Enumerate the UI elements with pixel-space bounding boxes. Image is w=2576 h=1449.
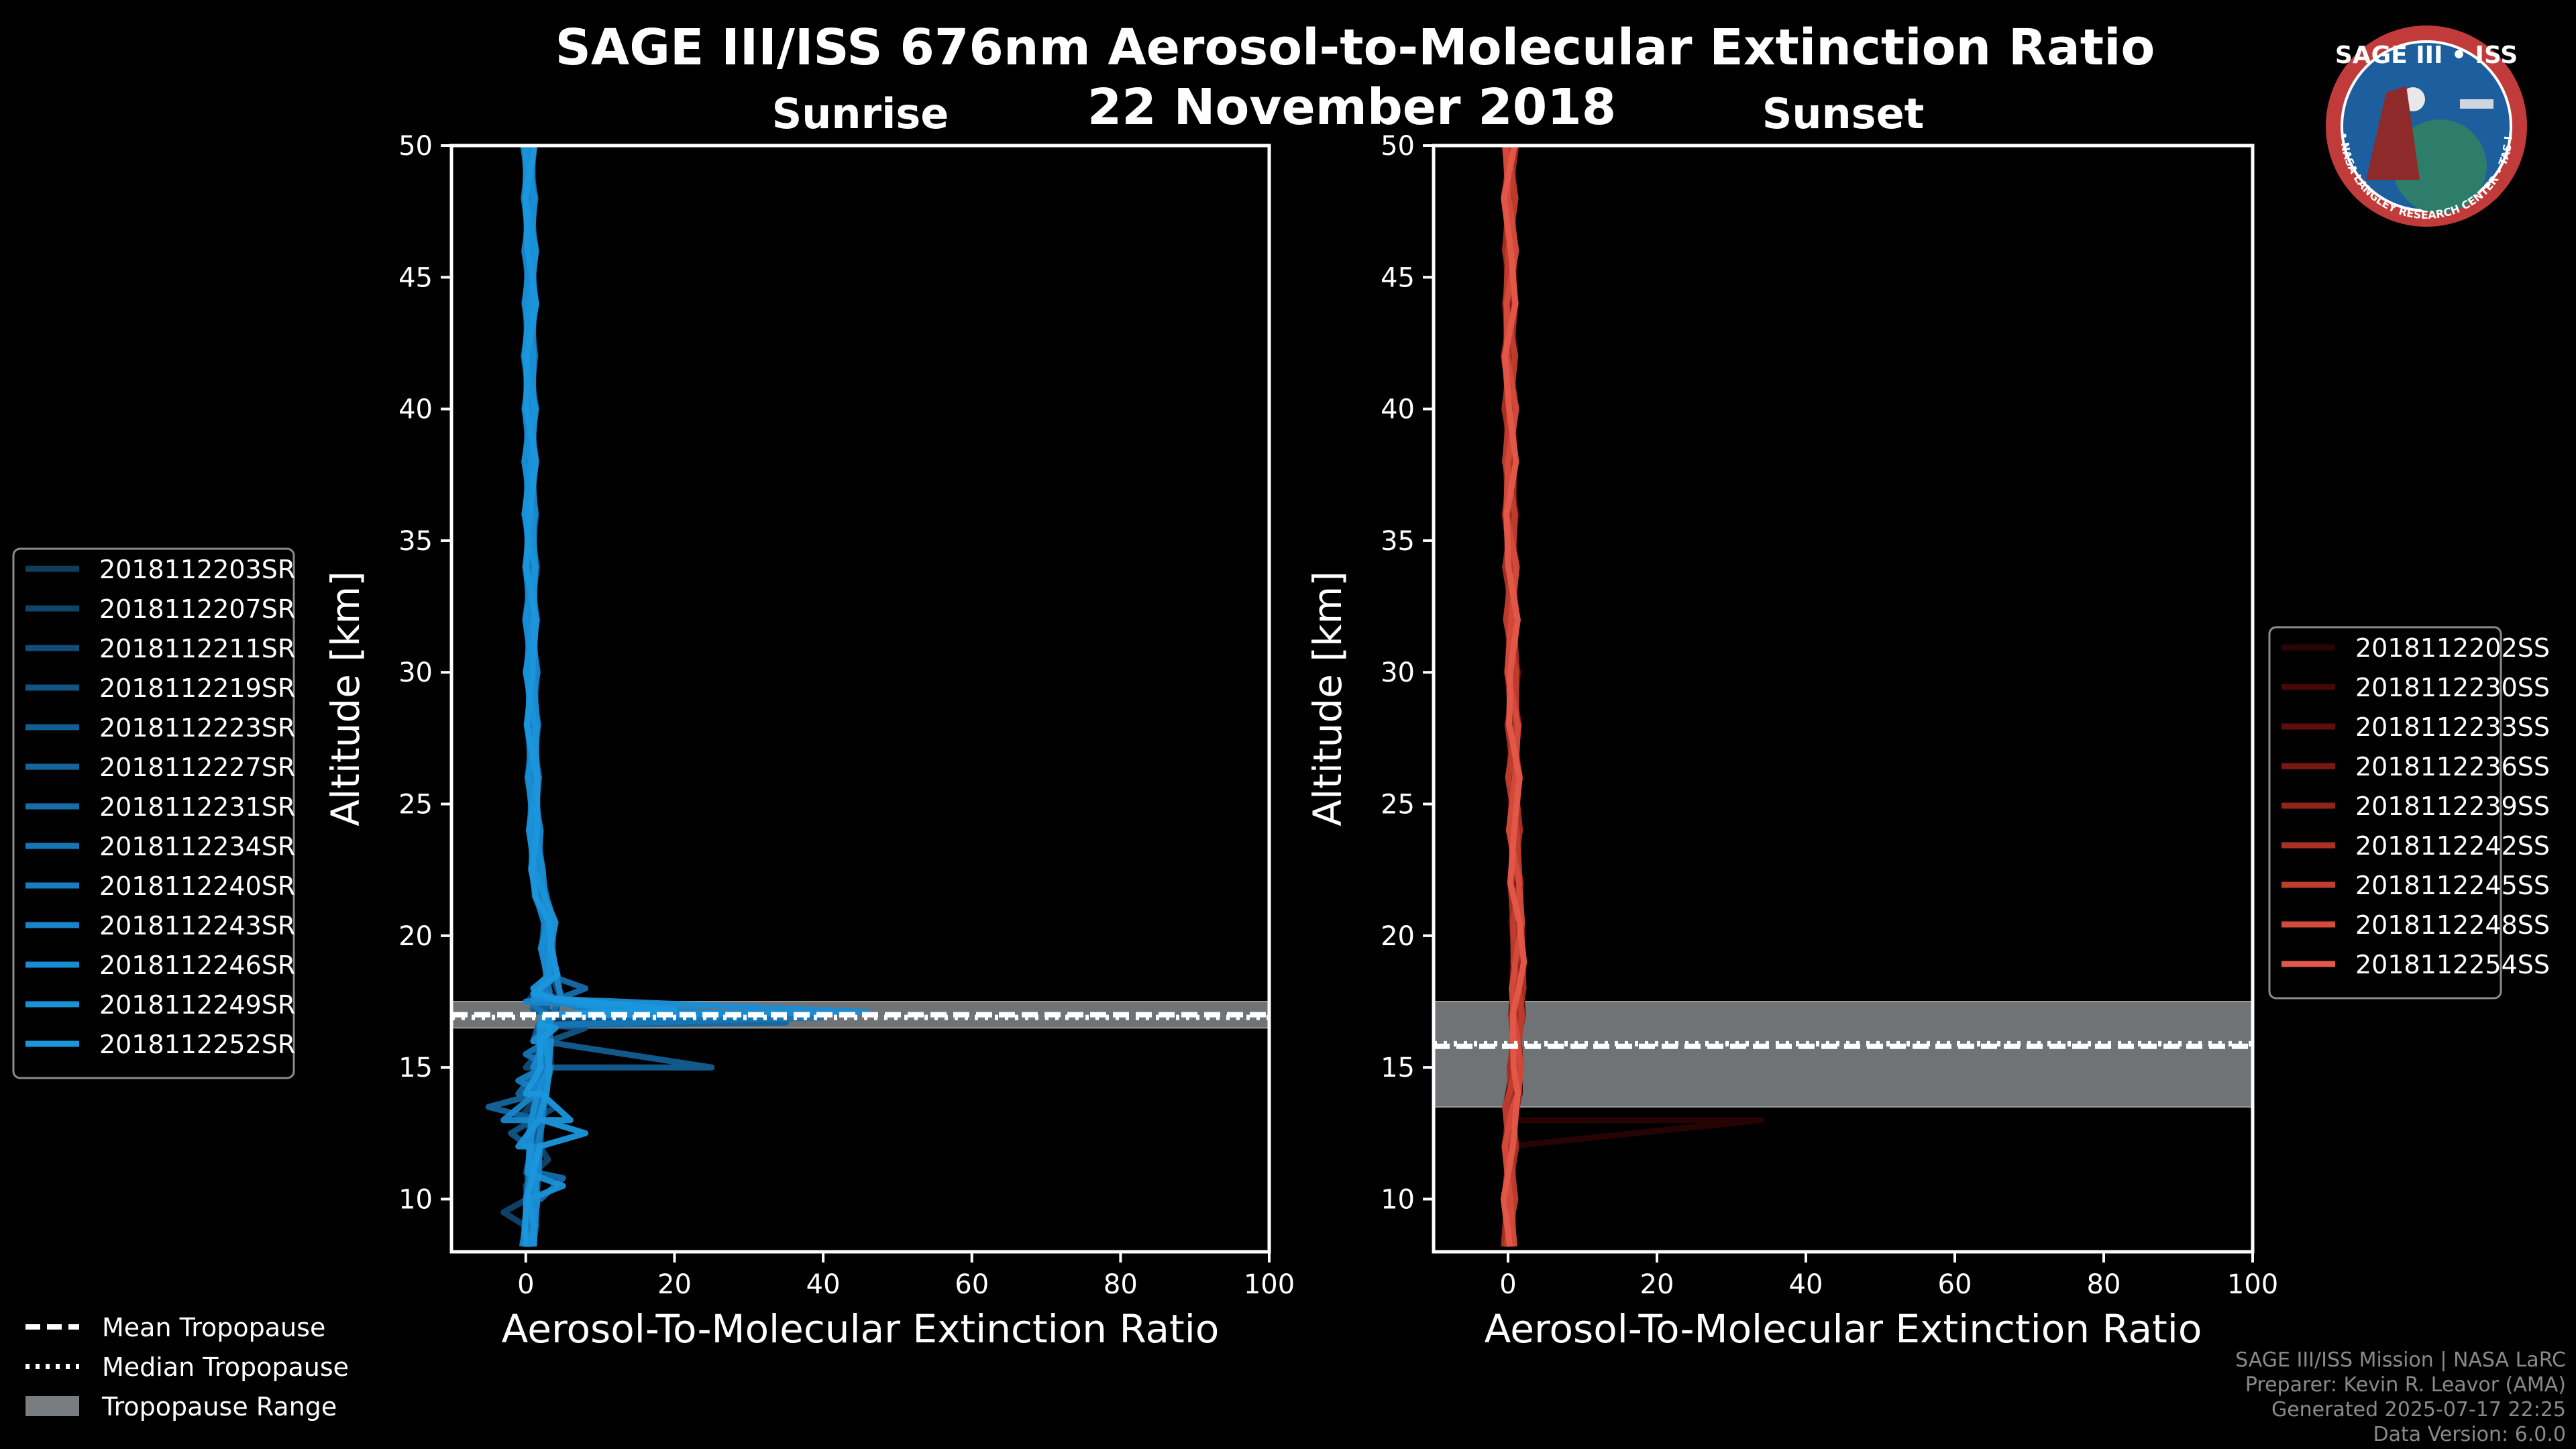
y-tick-label: 35 [1381, 526, 1415, 557]
sunrise-panel: 0 20 40 60 80 100 10 15 20 25 30 35 40 45 50 Sunrise Aer… [12, 89, 1295, 1352]
legend-entry: 2018112202SS [2355, 633, 2550, 663]
figure-title: SAGE III/ISS 676nm Aerosol-to-Molecular … [555, 19, 2155, 76]
y-tick-label: 15 [398, 1053, 433, 1083]
logo-title: SAGE III • ISS [2335, 42, 2518, 69]
y-tick-label: 45 [1381, 262, 1415, 293]
sunset-panel: 0 20 40 60 80 100 10 15 20 25 30 35 40 45 50 Sunset Aero… [1305, 89, 2550, 1352]
x-axis-label: Aerosol-To-Molecular Extinction Ratio [502, 1306, 1220, 1352]
series-legend: 2018112202SS 2018112230SS 2018112233SS 2018… [2268, 626, 2550, 1000]
y-tick-label: 15 [1381, 1053, 1415, 1083]
legend-box [12, 547, 295, 1079]
legend-entry: 2018112227SR [99, 753, 295, 782]
legend-entry: 2018112246SR [99, 951, 295, 980]
credit-generated: Generated 2025-07-17 22:25 [2271, 1398, 2566, 1421]
legend-entry: 2018112207SR [99, 594, 295, 624]
y-tick-label: 20 [1381, 921, 1415, 952]
y-tick-label: 25 [1381, 790, 1415, 820]
series-line-2018112245SS [1502, 145, 1525, 1247]
legend-entry: 2018112234SR [99, 832, 295, 861]
plot-frame [449, 144, 1271, 1254]
y-axis-label: Altitude [km] [323, 571, 368, 826]
legend-entry: 2018112231SR [99, 792, 295, 822]
y-tick-label: 50 [1381, 131, 1415, 162]
credit-version: Data Version: 6.0.0 [2373, 1423, 2566, 1446]
legend-entry: 2018112203SR [99, 555, 295, 584]
x-tick-label: 40 [1789, 1269, 1823, 1300]
credits: SAGE III/ISS Mission | NASA LaRC Prepare… [2235, 1348, 2566, 1446]
y-tick-label: 40 [398, 394, 433, 425]
legend-entry: 2018112249SR [99, 990, 295, 1020]
x-tick-label: 60 [1938, 1269, 1972, 1300]
panel-title: Sunrise [772, 89, 949, 138]
series-line-2018112246SR [521, 145, 871, 1248]
series-line-2018112254SS [1500, 145, 1527, 1247]
series-line-2018112223SR [521, 145, 715, 1247]
y-tick-label: 30 [1381, 657, 1415, 688]
x-axis-label: Aerosol-To-Molecular Extinction Ratio [1485, 1306, 2202, 1352]
y-tick-label: 35 [398, 526, 433, 557]
legend-entry: 2018112219SR [99, 674, 295, 703]
credit-preparer: Preparer: Kevin R. Leavor (AMA) [2245, 1373, 2566, 1397]
legend-entry: 2018112252SR [99, 1030, 295, 1059]
plot-frame [1432, 144, 2255, 1254]
legend-box [2268, 626, 2502, 1000]
series-line-2018112252SR [522, 145, 678, 1247]
legend-entry: 2018112239SS [2355, 792, 2550, 821]
panel-title: Sunset [1762, 89, 1925, 138]
legend-entry: 2018112211SR [99, 634, 295, 663]
y-tick-label: 20 [398, 921, 433, 952]
tropopause-legend: Mean Tropopause Median Tropopause Tropop… [25, 1313, 349, 1421]
legend-entry: 2018112223SR [99, 713, 295, 743]
credit-mission: SAGE III/ISS Mission | NASA LaRC [2235, 1348, 2566, 1372]
legend-entry: 2018112240SR [99, 871, 295, 901]
legend-entry: 2018112230SS [2355, 673, 2550, 702]
x-tick-label: 60 [955, 1269, 989, 1300]
x-tick-label: 20 [1640, 1269, 1674, 1300]
tropopause-range-label: Tropopause Range [101, 1392, 337, 1421]
logo-earth [2393, 119, 2487, 213]
y-axis-label: Altitude [km] [1305, 571, 1350, 826]
figure-date: 22 November 2018 [1087, 78, 1616, 136]
legend-entry: 2018112245SS [2355, 871, 2550, 900]
y-tick-label: 40 [1381, 394, 1415, 425]
x-tick-label: 80 [2087, 1269, 2121, 1300]
legend-entry: 2018112243SR [99, 911, 295, 941]
mean-tropopause-label: Mean Tropopause [102, 1313, 325, 1342]
legend-entry: 2018112254SS [2355, 950, 2550, 979]
logo-station [2460, 99, 2493, 109]
legend-entry: 2018112233SS [2355, 712, 2550, 742]
median-tropopause-label: Median Tropopause [102, 1352, 349, 1382]
tropopause-range-band [1433, 1001, 2253, 1108]
legend-entry: 2018112248SS [2355, 910, 2550, 940]
y-tick-label: 10 [398, 1184, 433, 1215]
x-tick-label: 100 [2227, 1269, 2278, 1300]
y-tick-label: 50 [398, 131, 433, 162]
series-line-2018112234SR [521, 145, 826, 1247]
x-tick-label: 0 [1499, 1269, 1516, 1300]
x-tick-label: 100 [1244, 1269, 1295, 1300]
legend-entry: 2018112242SS [2355, 831, 2550, 861]
legend-entry: 2018112236SS [2355, 752, 2550, 782]
tropopause-range-swatch [25, 1396, 79, 1416]
series-legend: 2018112203SR 2018112207SR 2018112211SR 2018… [12, 547, 295, 1079]
x-tick-label: 0 [517, 1269, 534, 1300]
x-tick-label: 80 [1104, 1269, 1138, 1300]
y-tick-label: 10 [1381, 1184, 1415, 1215]
x-tick-label: 40 [806, 1269, 841, 1300]
y-tick-label: 25 [398, 790, 433, 820]
logo-figure [2366, 86, 2420, 180]
x-tick-label: 20 [657, 1269, 692, 1300]
y-tick-label: 45 [398, 262, 433, 293]
sage-logo: SAGE III • ISS BALL • NASA LANGLEY RESEA… [2326, 25, 2527, 227]
y-tick-label: 30 [398, 657, 433, 688]
